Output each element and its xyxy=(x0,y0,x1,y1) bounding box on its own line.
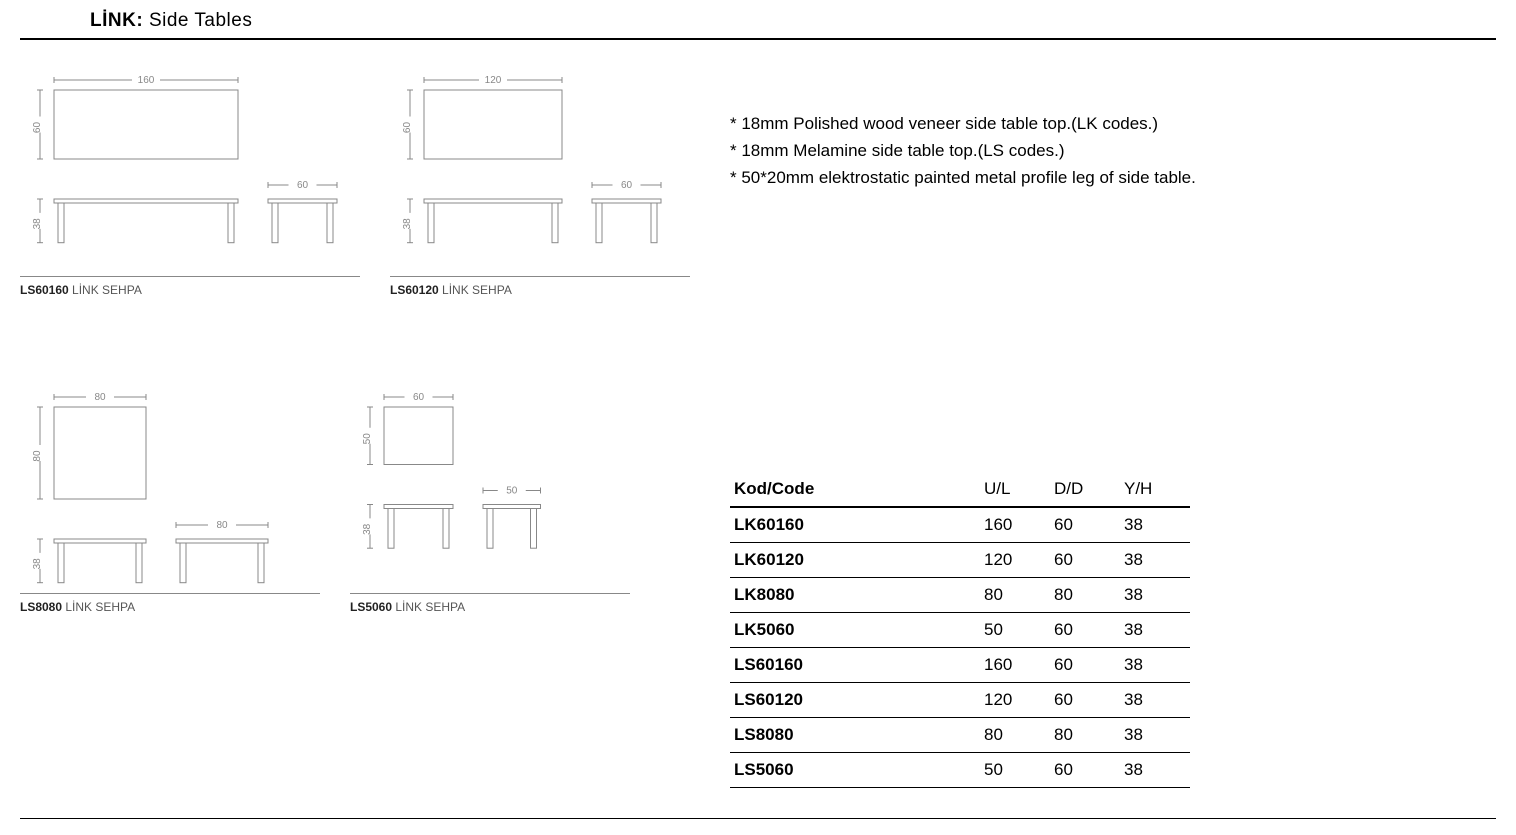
cell-yh: 38 xyxy=(1120,752,1190,787)
col-ul: U/L xyxy=(980,472,1050,507)
diagram-row: 80 80 38 80 LS8080 LİNK SEHPA 60 50 xyxy=(20,387,680,614)
cell-yh: 38 xyxy=(1120,647,1190,682)
diagram-views: 60 50 38 50 xyxy=(350,387,630,587)
diagram-views: 120 60 38 60 xyxy=(390,70,690,270)
note-line: * 18mm Melamine side table top.(LS codes… xyxy=(730,137,1496,164)
col-code: Kod/Code xyxy=(730,472,980,507)
cell-dd: 60 xyxy=(1050,507,1120,543)
cell-yh: 38 xyxy=(1120,682,1190,717)
material-notes: * 18mm Polished wood veneer side table t… xyxy=(730,110,1496,192)
cell-dd: 60 xyxy=(1050,542,1120,577)
cell-ul: 80 xyxy=(980,717,1050,752)
diagram-views: 160 60 38 60 xyxy=(20,70,360,270)
diagram-svg: 160 60 38 60 xyxy=(20,70,360,270)
svg-text:80: 80 xyxy=(32,450,43,462)
table-row: LS5060506038 xyxy=(730,752,1190,787)
cell-dd: 60 xyxy=(1050,682,1120,717)
diagram-views: 80 80 38 80 xyxy=(20,387,320,587)
svg-text:120: 120 xyxy=(485,75,502,86)
cell-ul: 50 xyxy=(980,752,1050,787)
cell-yh: 38 xyxy=(1120,577,1190,612)
cell-yh: 38 xyxy=(1120,612,1190,647)
cell-code: LS8080 xyxy=(730,717,980,752)
diagram-row: 160 60 38 60 LS60160 LİNK SEHPA 120 60 xyxy=(20,70,680,297)
cell-ul: 120 xyxy=(980,682,1050,717)
page-title: LİNK: Side Tables xyxy=(20,10,1496,38)
cell-ul: 160 xyxy=(980,647,1050,682)
svg-text:38: 38 xyxy=(402,218,413,230)
table-row: LK601601606038 xyxy=(730,507,1190,543)
svg-text:38: 38 xyxy=(362,523,373,535)
diagram-label: LS8080 LİNK SEHPA xyxy=(20,600,320,614)
svg-text:60: 60 xyxy=(621,180,633,191)
cell-yh: 38 xyxy=(1120,717,1190,752)
diagram-svg: 120 60 38 60 xyxy=(390,70,690,270)
svg-text:60: 60 xyxy=(297,180,309,191)
diagram-unit: 120 60 38 60 LS60120 LİNK SEHPA xyxy=(390,70,690,297)
content: 160 60 38 60 LS60160 LİNK SEHPA 120 60 xyxy=(20,40,1496,788)
cell-code: LK8080 xyxy=(730,577,980,612)
table-row: LK8080808038 xyxy=(730,577,1190,612)
diagram-label: LS60160 LİNK SEHPA xyxy=(20,283,360,297)
note-line: * 18mm Polished wood veneer side table t… xyxy=(730,110,1496,137)
cell-yh: 38 xyxy=(1120,542,1190,577)
table-row: LS601201206038 xyxy=(730,682,1190,717)
info-column: * 18mm Polished wood veneer side table t… xyxy=(710,70,1496,788)
diagram-svg: 80 80 38 80 xyxy=(20,387,320,587)
col-dd: D/D xyxy=(1050,472,1120,507)
table-row: LS601601606038 xyxy=(730,647,1190,682)
diagram-underline xyxy=(350,593,630,594)
cell-dd: 60 xyxy=(1050,647,1120,682)
page: LİNK: Side Tables 160 60 38 60 LS60160 L… xyxy=(0,0,1516,819)
diagrams-column: 160 60 38 60 LS60160 LİNK SEHPA 120 60 xyxy=(20,70,680,788)
diagram-underline xyxy=(20,276,360,277)
diagram-underline xyxy=(390,276,690,277)
cell-code: LS5060 xyxy=(730,752,980,787)
svg-text:80: 80 xyxy=(216,520,228,531)
cell-dd: 80 xyxy=(1050,717,1120,752)
table-row: LK5060506038 xyxy=(730,612,1190,647)
svg-text:50: 50 xyxy=(362,433,373,445)
table-header-row: Kod/Code U/L D/D Y/H xyxy=(730,472,1190,507)
svg-text:38: 38 xyxy=(32,558,43,570)
cell-ul: 80 xyxy=(980,577,1050,612)
svg-text:38: 38 xyxy=(32,218,43,230)
note-line: * 50*20mm elektrostatic painted metal pr… xyxy=(730,164,1496,191)
cell-code: LS60120 xyxy=(730,682,980,717)
col-yh: Y/H xyxy=(1120,472,1190,507)
cell-code: LK60120 xyxy=(730,542,980,577)
cell-ul: 50 xyxy=(980,612,1050,647)
svg-text:60: 60 xyxy=(413,392,425,403)
diagram-unit: 60 50 38 50 LS5060 LİNK SEHPA xyxy=(350,387,630,614)
diagram-label: LS60120 LİNK SEHPA xyxy=(390,283,690,297)
cell-dd: 60 xyxy=(1050,752,1120,787)
diagram-underline xyxy=(20,593,320,594)
svg-text:50: 50 xyxy=(506,486,518,497)
cell-code: LK60160 xyxy=(730,507,980,543)
diagram-unit: 80 80 38 80 LS8080 LİNK SEHPA xyxy=(20,387,320,614)
svg-text:60: 60 xyxy=(402,122,413,134)
cell-dd: 60 xyxy=(1050,612,1120,647)
dimensions-table: Kod/Code U/L D/D Y/H LK601601606038LK601… xyxy=(730,472,1496,788)
bottom-rule xyxy=(20,818,1496,819)
table-row: LS8080808038 xyxy=(730,717,1190,752)
cell-yh: 38 xyxy=(1120,507,1190,543)
cell-dd: 80 xyxy=(1050,577,1120,612)
diagram-svg: 60 50 38 50 xyxy=(350,387,630,587)
svg-text:60: 60 xyxy=(32,122,43,134)
title-brand: LİNK: xyxy=(90,10,143,31)
cell-ul: 120 xyxy=(980,542,1050,577)
cell-code: LS60160 xyxy=(730,647,980,682)
cell-ul: 160 xyxy=(980,507,1050,543)
svg-text:160: 160 xyxy=(138,75,155,86)
title-category: Side Tables xyxy=(149,10,252,31)
diagram-unit: 160 60 38 60 LS60160 LİNK SEHPA xyxy=(20,70,360,297)
table-row: LK601201206038 xyxy=(730,542,1190,577)
diagram-label: LS5060 LİNK SEHPA xyxy=(350,600,630,614)
svg-text:80: 80 xyxy=(94,392,106,403)
cell-code: LK5060 xyxy=(730,612,980,647)
